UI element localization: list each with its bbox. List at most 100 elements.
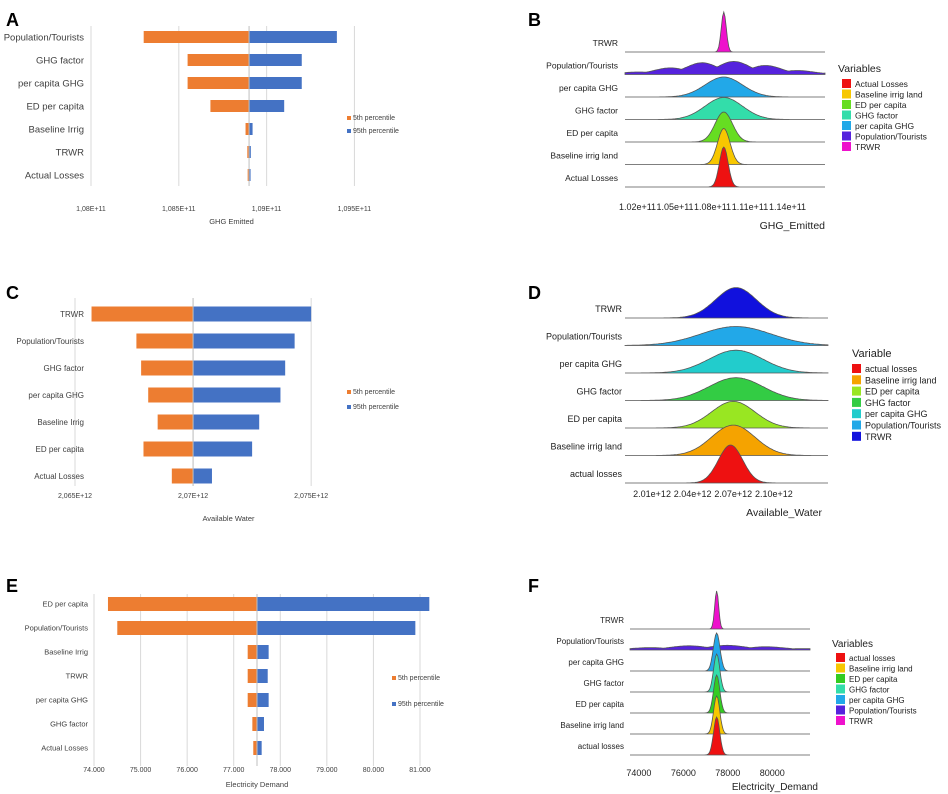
bar-high-e [257,741,262,755]
ridge-label-b: per capita GHG [559,83,618,93]
tick-label-e: 80.000 [363,767,385,774]
legend-label-c: 5th percentile [353,389,395,396]
bar-high-a [249,123,253,135]
ridge-d [625,424,828,456]
bar-low-c [136,333,194,349]
bar-low-c [157,414,194,430]
tick-label-f: 74000 [626,768,651,778]
category-label-c: Actual Losses [34,472,84,481]
tick-label-e: 78.000 [270,767,292,774]
ridge-label-f: Baseline irrig land [560,721,624,730]
ridge-d [625,287,828,319]
category-label-c: Baseline Irrig [37,418,84,427]
tick-label-e: 76.000 [176,767,198,774]
bar-low-a [187,77,250,89]
legend-label-b: ED per capita [855,100,907,110]
x-axis-title-e: Electricity Demand [226,780,289,789]
legend-swatch-d [852,364,861,373]
ridge-f [630,653,810,693]
legend-label-d: ED per capita [865,387,920,397]
bar-high-c [193,414,260,430]
category-label-a: ED per capita [26,101,84,112]
category-label-a: TRWR [56,147,84,158]
ridge-f [630,695,810,735]
category-label-a: Actual Losses [25,170,84,181]
legend-swatch-f [836,674,845,683]
bar-low-c [143,441,194,457]
category-label-c: Population/Tourists [16,337,84,346]
tick-label-b: 1.02e+11 [619,202,656,212]
tick-label-a: 1,085E+11 [162,206,196,213]
ridge-d [625,349,829,374]
ridge-label-d: GHG factor [576,387,622,397]
legend-swatch-f [836,695,845,704]
ridge-label-b: Actual Losses [565,173,618,183]
bar-high-a [249,146,251,158]
x-axis-title-b: GHG_Emitted [760,220,826,232]
panel-letter-d: D [528,283,541,303]
tick-label-e: 74.000 [83,767,105,774]
legend-swatch-d [852,409,861,419]
legend-swatch-e [392,702,396,706]
legend-label-d: actual losses [865,364,918,374]
ridge-label-f: ED per capita [576,700,625,709]
category-label-e: GHG factor [50,720,88,729]
legend-label-f: GHG factor [849,686,890,695]
ridge-b [625,10,825,53]
ridge-label-f: TRWR [600,616,624,625]
legend-label-f: Baseline irrig land [849,665,913,674]
ridge-label-f: Population/Tourists [556,637,624,646]
bar-low-a [247,146,250,158]
ridge-label-d: Baseline irrig land [550,442,622,452]
ridge-label-d: Population/Tourists [546,332,623,342]
tick-label-e: 77.000 [223,767,245,774]
legend-swatch-e [392,676,396,680]
bar-low-c [171,468,194,484]
ridge-b [624,60,826,75]
bar-high-c [193,333,295,349]
bar-high-e [257,645,269,659]
ridge-f [630,674,810,714]
category-label-a: Baseline Irrig [29,124,84,135]
bar-low-a [210,100,250,112]
ridge-b [625,76,825,98]
ridge-label-f: GHG factor [584,679,625,688]
x-axis-title-a: GHG Emitted [209,217,254,226]
ridge-label-f: actual losses [578,742,624,751]
legend-swatch-b [842,142,851,151]
bar-high-a [249,31,337,43]
legend-swatch-f [836,716,845,725]
tick-label-c: 2,07E+12 [178,493,208,500]
legend-title-d: Variable [852,348,892,360]
legend-swatch-d [852,431,861,441]
bar-high-c [193,306,312,322]
legend-label-f: ED per capita [849,675,898,684]
bar-low-e [252,717,257,731]
bar-high-a [249,77,302,89]
bar-low-e [107,597,257,611]
bar-low-a [245,123,250,135]
legend-label-a: 95th percentile [353,128,399,135]
ridge-f [630,716,810,756]
legend-label-b: Baseline irrig land [855,90,923,100]
bar-low-c [141,360,194,376]
category-label-c: GHG factor [44,364,85,373]
tick-label-a: 1,095E+11 [338,206,372,213]
bar-high-c [193,360,286,376]
bar-low-a [187,54,250,66]
ridge-b [625,111,825,143]
legend-label-d: GHG factor [865,398,911,408]
bar-high-e [257,717,264,731]
legend-swatch-d [852,420,861,430]
legend-swatch-d [852,397,861,407]
legend-title-b: Variables [838,63,881,75]
bar-high-e [257,693,269,707]
legend-label-b: per capita GHG [855,121,914,131]
ridge-d [625,444,828,484]
ridge-d [625,377,829,401]
legend-swatch-f [836,663,845,673]
category-label-a: per capita GHG [18,78,84,89]
bar-low-a [143,31,250,43]
tick-label-e: 79.000 [316,767,338,774]
